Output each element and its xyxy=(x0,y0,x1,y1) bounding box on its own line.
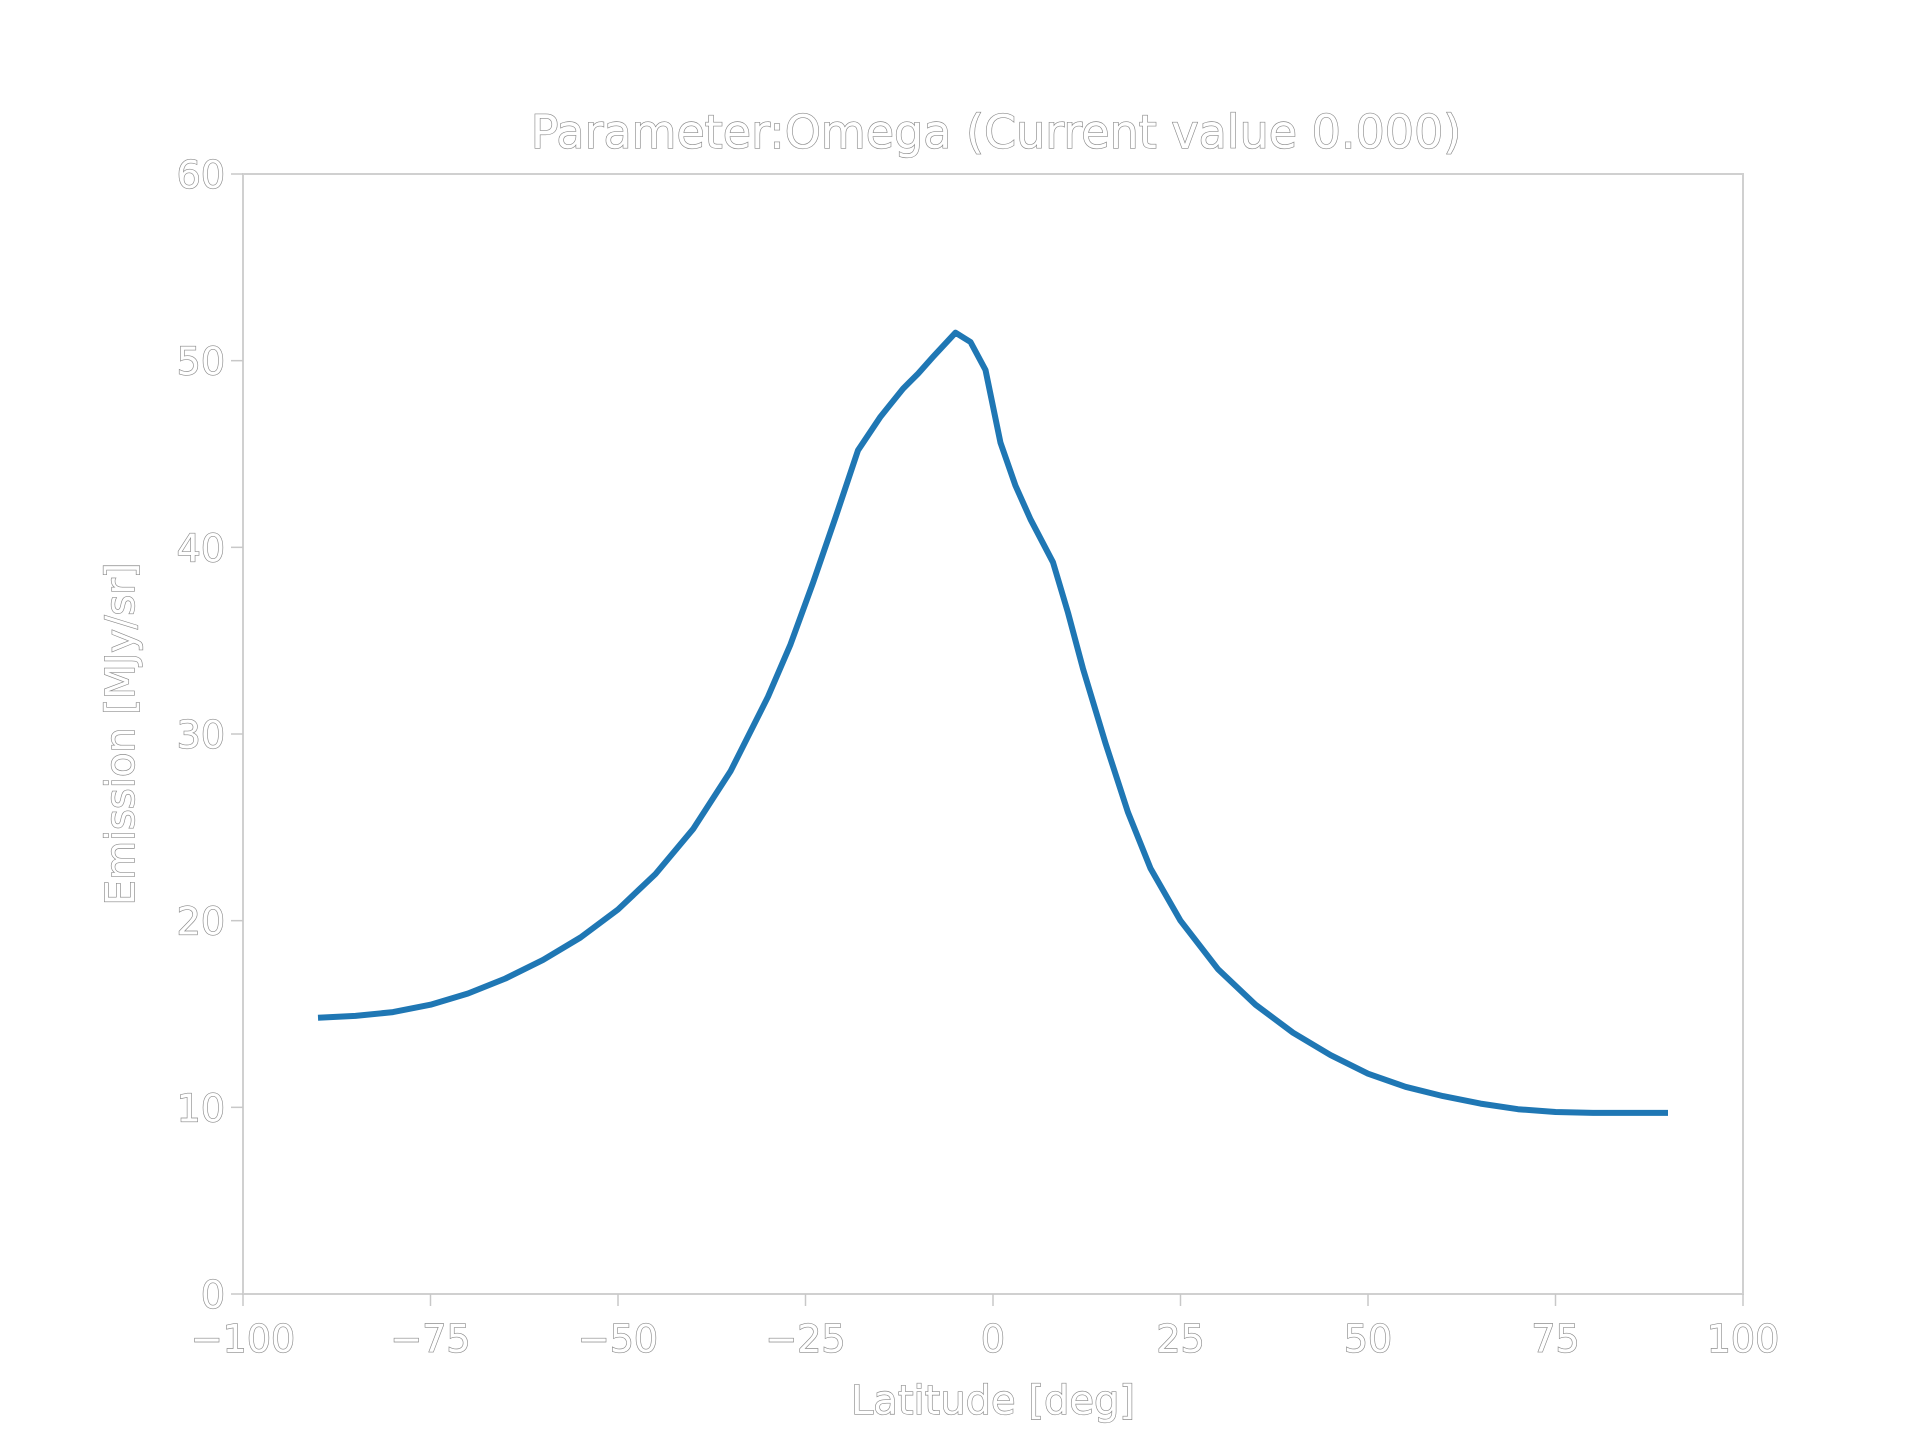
y-tick-label: 40 xyxy=(177,526,225,570)
plot-frame xyxy=(242,173,1744,1295)
y-tick-label: 60 xyxy=(177,153,225,197)
y-tick-label: 0 xyxy=(201,1273,225,1317)
y-axis: 0 10 20 30 40 50 60 xyxy=(176,152,243,1318)
x-tick-label: −25 xyxy=(765,1317,845,1361)
y-tick-label: 10 xyxy=(177,1086,225,1130)
y-tick-label: 30 xyxy=(177,713,225,757)
x-tick-label: −75 xyxy=(390,1317,470,1361)
x-tick-label: 75 xyxy=(1531,1317,1579,1361)
y-tick-label: 50 xyxy=(177,340,225,384)
chart-title: Parameter:Omega (Current value 0.000) xyxy=(531,105,1462,159)
x-axis-label: Latitude [deg] xyxy=(851,1378,1135,1424)
x-tick-label: 25 xyxy=(1156,1317,1204,1361)
series-line xyxy=(317,329,1668,1116)
y-tick-label: 20 xyxy=(177,900,225,944)
x-tick-label: 0 xyxy=(981,1317,1005,1361)
x-axis: −100 −75 −50 −25 0 25 50 75 100 xyxy=(190,1294,1780,1362)
x-tick-label: −50 xyxy=(578,1317,658,1361)
x-tick-label: 100 xyxy=(1707,1317,1780,1361)
series-layer xyxy=(317,329,1668,1116)
x-tick-label: −100 xyxy=(191,1317,295,1361)
y-axis-label: Emission [MJy/sr] xyxy=(98,563,144,906)
x-tick-label: 50 xyxy=(1344,1317,1392,1361)
